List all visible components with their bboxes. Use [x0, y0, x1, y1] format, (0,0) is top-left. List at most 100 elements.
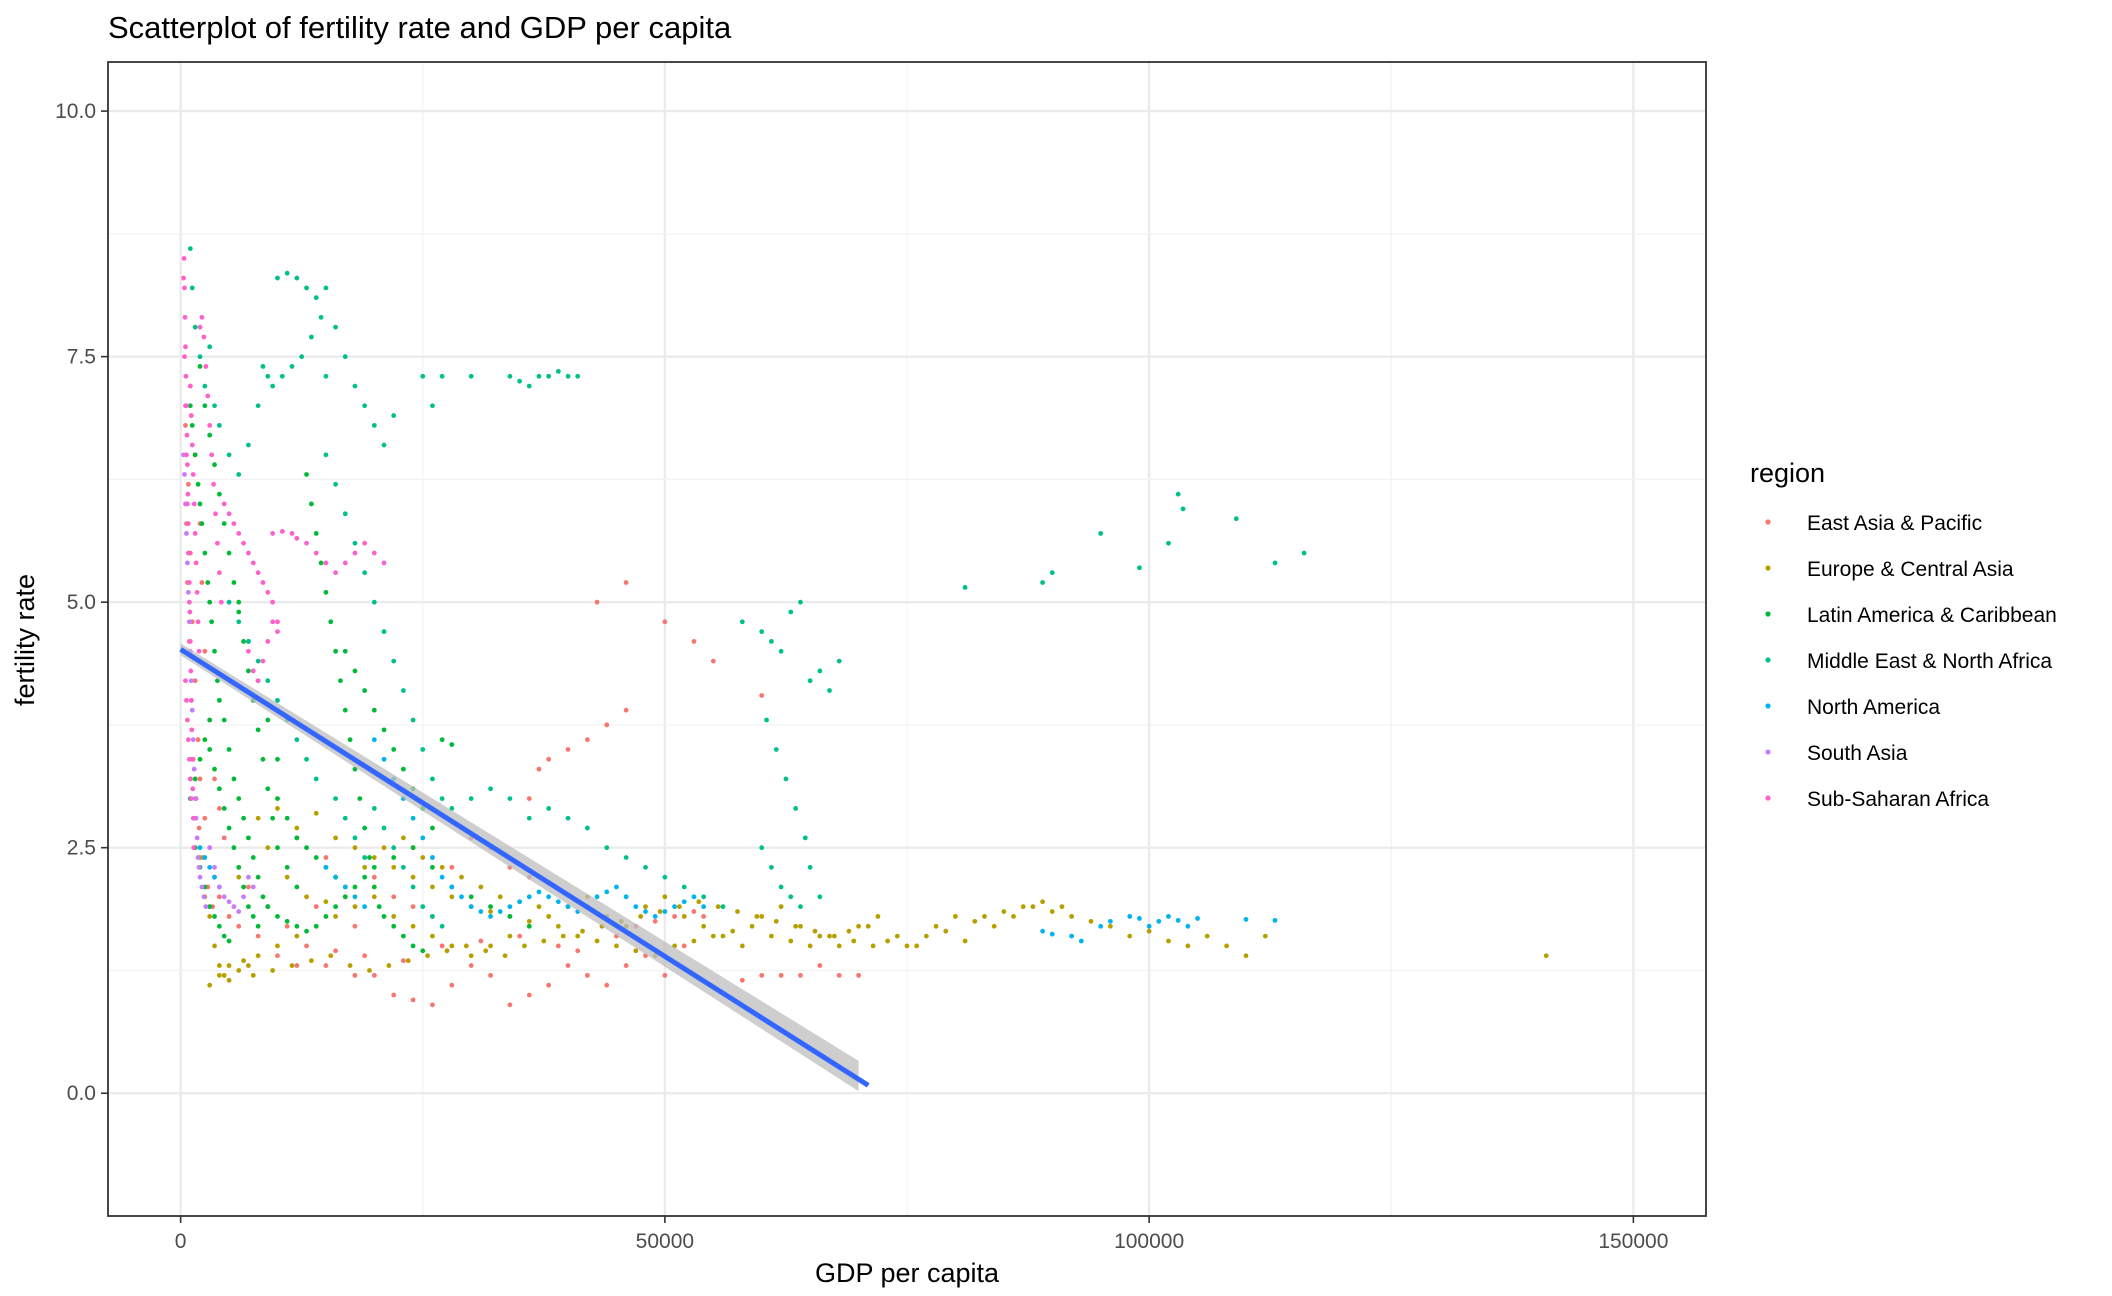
data-point [212, 766, 217, 772]
data-point [420, 855, 426, 860]
data-point [623, 963, 629, 968]
data-point [594, 938, 600, 944]
data-point [391, 413, 397, 418]
data-point [662, 619, 668, 625]
data-point [720, 904, 726, 910]
data-point [333, 835, 338, 841]
data-point [468, 953, 474, 959]
data-point [575, 948, 581, 954]
data-point [323, 589, 329, 595]
data-point [186, 580, 192, 585]
data-point [205, 393, 211, 399]
data-point [275, 806, 280, 811]
data-point [914, 943, 920, 949]
data-point [362, 874, 368, 880]
data-point [191, 501, 197, 507]
data-point [308, 501, 314, 507]
data-point [798, 923, 803, 929]
data-point [894, 933, 900, 939]
data-point [449, 943, 455, 949]
data-point [221, 835, 227, 841]
data-point [371, 874, 377, 880]
data-point [270, 968, 276, 973]
data-point [212, 776, 217, 782]
data-point [226, 511, 232, 517]
data-point [420, 948, 426, 954]
data-point [202, 815, 208, 821]
data-point [313, 776, 319, 782]
data-point [817, 933, 823, 939]
data-point [1107, 923, 1113, 929]
data-point [189, 422, 195, 428]
data-point [507, 914, 513, 919]
data-point [420, 904, 426, 910]
x-tick-label: 100000 [1114, 1230, 1184, 1253]
data-point [788, 894, 794, 900]
legend-swatch [1765, 795, 1771, 801]
data-point [778, 904, 784, 910]
data-point [1059, 904, 1065, 910]
data-point [189, 727, 195, 733]
data-point [260, 894, 266, 900]
data-point [190, 815, 196, 821]
data-point [362, 540, 368, 546]
data-point [720, 933, 726, 939]
data-point [236, 609, 242, 615]
data-point [1040, 580, 1045, 585]
data-point [400, 766, 406, 772]
data-point [710, 658, 716, 664]
plot-area [107, 61, 1707, 1217]
data-point [216, 697, 222, 703]
grid-layer [108, 62, 1706, 1216]
data-point [788, 609, 794, 615]
data-point [236, 796, 242, 801]
data-point [555, 368, 561, 374]
legend-swatch [1765, 565, 1771, 571]
data-point [546, 982, 552, 988]
data-point [962, 938, 968, 944]
data-point [376, 904, 382, 910]
data-point [323, 855, 329, 860]
data-point [1030, 904, 1036, 910]
data-point [255, 874, 261, 880]
data-point [313, 531, 319, 536]
data-point [662, 874, 668, 880]
data-point [439, 943, 445, 949]
data-point [197, 756, 203, 762]
data-point [226, 825, 232, 831]
data-point [199, 884, 205, 890]
data-point [275, 756, 280, 762]
data-point [270, 383, 276, 389]
data-point [933, 923, 939, 929]
data-point [430, 884, 435, 890]
data-point [1166, 938, 1171, 944]
data-point [623, 707, 629, 713]
data-point [195, 855, 201, 860]
data-point [333, 570, 338, 576]
data-point [391, 894, 397, 900]
data-point [691, 909, 697, 914]
data-point [831, 933, 837, 939]
data-point [381, 825, 387, 831]
data-point [226, 914, 232, 919]
data-point [526, 796, 532, 801]
data-point [203, 904, 209, 910]
data-point [764, 717, 769, 723]
data-point [953, 914, 958, 919]
data-point [580, 928, 585, 934]
data-point [1137, 565, 1142, 571]
data-point [304, 756, 309, 762]
data-point [381, 560, 387, 566]
data-point [1127, 933, 1133, 939]
data-point [342, 511, 348, 517]
data-point [182, 472, 187, 477]
data-point [183, 373, 189, 379]
x-axis-ticks: 0 50000 100000 150000 [175, 1216, 1668, 1253]
data-point [778, 884, 784, 890]
data-point [371, 972, 377, 978]
data-point [526, 992, 532, 998]
data-point [439, 923, 445, 929]
y-tick-label: 2.5 [67, 837, 96, 860]
legend-item: Latin America & Caribbean [1765, 604, 2057, 627]
trend-layer [179, 643, 870, 1092]
